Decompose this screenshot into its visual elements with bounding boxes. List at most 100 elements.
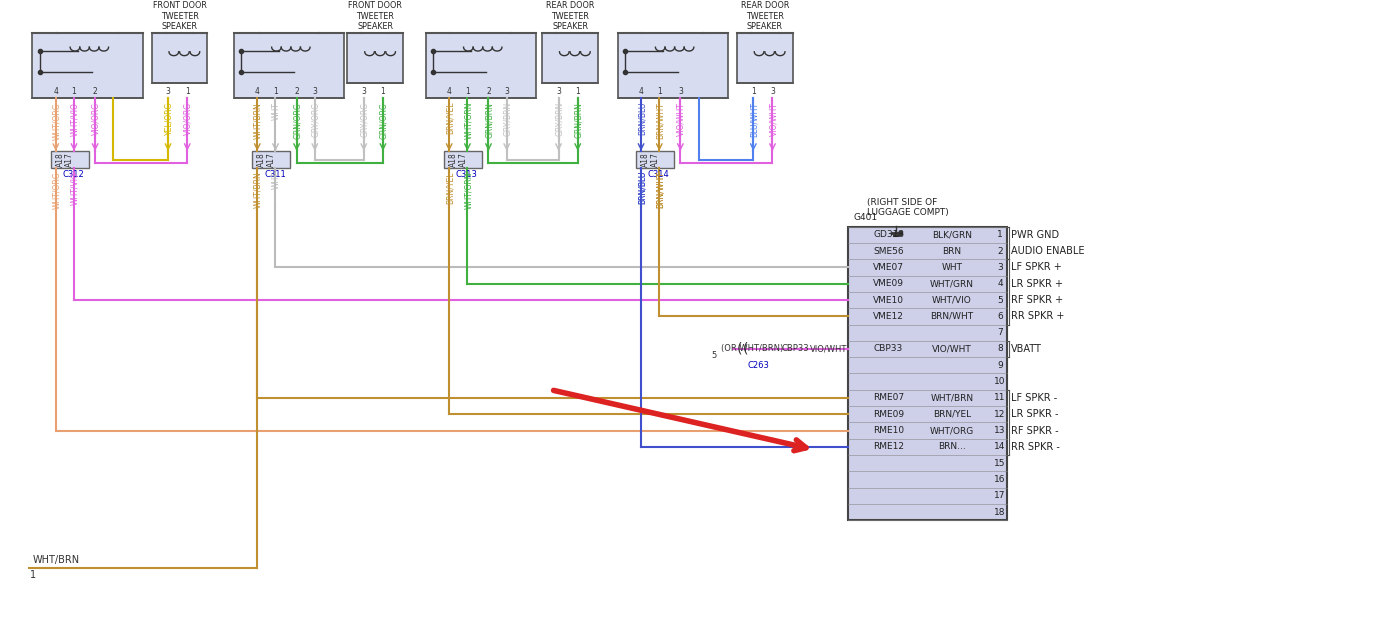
Text: 14: 14 — [994, 442, 1005, 451]
Text: 1: 1 — [656, 87, 662, 96]
Text: FRONT DOOR
TWEETER
SPEAKER: FRONT DOOR TWEETER SPEAKER — [349, 1, 403, 31]
Text: 2: 2 — [294, 87, 299, 96]
Text: WHT/VIO: WHT/VIO — [70, 102, 80, 136]
Bar — [426, 33, 536, 98]
Text: VME12: VME12 — [873, 312, 905, 321]
Text: 2: 2 — [92, 87, 98, 96]
Text: 11: 11 — [994, 394, 1005, 402]
Text: VME07: VME07 — [873, 263, 905, 272]
Text: GD313: GD313 — [873, 230, 905, 239]
Text: C314: C314 — [648, 170, 670, 179]
Text: 2: 2 — [997, 247, 1003, 256]
Text: WHT/BRN: WHT/BRN — [33, 555, 80, 565]
Text: RF SPKR -: RF SPKR - — [1011, 425, 1059, 435]
Text: A17: A17 — [65, 152, 74, 167]
Text: 3: 3 — [505, 87, 509, 96]
Text: WHT: WHT — [272, 102, 281, 120]
Text: 12: 12 — [994, 410, 1005, 419]
Text: BRN/WHT: BRN/WHT — [931, 312, 974, 321]
Text: GRN/ORG: GRN/ORG — [379, 102, 389, 138]
Text: GRN/BRN: GRN/BRN — [574, 102, 583, 138]
Text: 1: 1 — [185, 87, 189, 96]
Text: SME56: SME56 — [873, 247, 903, 256]
Text: RME09: RME09 — [873, 410, 905, 419]
Text: BRN/BLU: BRN/BLU — [637, 171, 647, 204]
Text: 3: 3 — [997, 263, 1003, 272]
Text: AUDIO ENABLE: AUDIO ENABLE — [1011, 246, 1085, 256]
Text: VME10: VME10 — [873, 296, 905, 304]
Text: RR SPKR +: RR SPKR + — [1011, 311, 1065, 322]
Text: BRN/YEL: BRN/YEL — [445, 171, 455, 204]
Text: 1: 1 — [72, 87, 76, 96]
Text: 3: 3 — [313, 87, 317, 96]
Text: 4: 4 — [54, 87, 58, 96]
Text: BRN/YEL: BRN/YEL — [445, 102, 455, 134]
Text: BRN: BRN — [942, 247, 961, 256]
Text: BRN/WHT: BRN/WHT — [656, 171, 665, 208]
Text: GRY/ORG: GRY/ORG — [312, 102, 320, 137]
Text: 13: 13 — [994, 426, 1005, 435]
Text: REAR DOOR
TWEETER
SPEAKER: REAR DOOR TWEETER SPEAKER — [741, 1, 789, 31]
Text: 1: 1 — [752, 87, 756, 96]
Text: 3: 3 — [678, 87, 683, 96]
Bar — [348, 33, 403, 83]
Text: 2: 2 — [487, 87, 491, 96]
Text: 1: 1 — [575, 87, 581, 96]
Text: BRN/BLU: BRN/BLU — [637, 171, 647, 204]
Text: VIO/WHT: VIO/WHT — [932, 345, 972, 353]
Bar — [542, 33, 598, 83]
Text: 3: 3 — [556, 87, 561, 96]
Text: GRY/ORG: GRY/ORG — [360, 102, 370, 137]
Text: C312: C312 — [62, 170, 84, 179]
Text: VME09: VME09 — [873, 279, 905, 288]
Text: RF SPKR +: RF SPKR + — [1011, 295, 1063, 305]
Bar — [152, 33, 207, 83]
Text: RME07: RME07 — [873, 394, 905, 402]
Text: (: ( — [743, 342, 749, 356]
Text: A17: A17 — [651, 152, 659, 167]
Text: 16: 16 — [994, 475, 1005, 484]
Text: 5: 5 — [712, 351, 717, 360]
Text: VIO/WHT: VIO/WHT — [677, 102, 685, 136]
Text: VBATT: VBATT — [1011, 344, 1043, 354]
Bar — [736, 33, 793, 83]
Text: 4: 4 — [255, 87, 259, 96]
Text: (: ( — [736, 342, 742, 356]
Text: BRN/WHT: BRN/WHT — [656, 102, 665, 138]
Text: VIO/WHT: VIO/WHT — [811, 345, 848, 353]
Text: 5: 5 — [997, 296, 1003, 304]
Bar — [636, 151, 674, 168]
Bar — [51, 151, 88, 168]
Text: GRN/ORG: GRN/ORG — [294, 102, 302, 138]
Text: BRN...: BRN... — [938, 442, 965, 451]
Text: 4: 4 — [447, 87, 451, 96]
Text: A17: A17 — [459, 152, 467, 167]
Text: 3: 3 — [769, 87, 775, 96]
Text: 6: 6 — [997, 312, 1003, 321]
Text: VIO/ORG: VIO/ORG — [91, 102, 101, 135]
Text: 18: 18 — [994, 507, 1005, 517]
Text: 4: 4 — [638, 87, 644, 96]
Text: WHT: WHT — [942, 263, 963, 272]
Text: GRN/BRN: GRN/BRN — [485, 102, 494, 138]
Text: WHT/ORG: WHT/ORG — [52, 102, 61, 140]
Text: 8: 8 — [997, 345, 1003, 353]
Bar — [444, 151, 483, 168]
Text: WHT/BRN: WHT/BRN — [254, 171, 263, 208]
Text: 1: 1 — [30, 570, 36, 580]
Bar — [848, 227, 1007, 520]
Text: BRN/YEL: BRN/YEL — [932, 410, 971, 419]
Text: BLU/WHT: BLU/WHT — [750, 102, 758, 137]
Bar — [32, 33, 142, 98]
Text: CBP33: CBP33 — [874, 345, 903, 353]
Bar — [618, 33, 728, 98]
Text: 7: 7 — [997, 328, 1003, 337]
Text: WHT/GRN: WHT/GRN — [929, 279, 974, 288]
Text: 1: 1 — [465, 87, 470, 96]
Text: CBP33: CBP33 — [782, 345, 809, 353]
Text: C263: C263 — [747, 361, 769, 369]
Text: PWR GND: PWR GND — [1011, 230, 1059, 240]
Text: WHT: WHT — [272, 171, 281, 189]
Text: WHT/GRN: WHT/GRN — [463, 102, 473, 140]
Text: RME10: RME10 — [873, 426, 905, 435]
